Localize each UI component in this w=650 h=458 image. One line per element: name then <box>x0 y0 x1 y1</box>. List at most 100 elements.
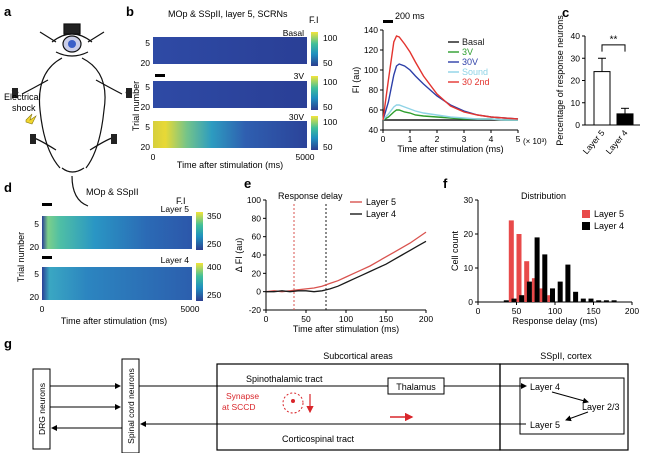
x-axis-label: Time after stimulation (ms) <box>293 324 399 334</box>
layer5-label: Layer 5 <box>530 420 560 430</box>
heatmap-3v-tick-20: 20 <box>141 102 151 112</box>
x-tick-label: 100 <box>339 314 353 324</box>
legend-label-layer-4: Layer 4 <box>594 221 624 231</box>
histogram-bar-layer-5 <box>524 261 530 302</box>
legend-swatch <box>582 210 590 218</box>
bar-layer-4 <box>616 113 634 126</box>
y-tick-label: 0 <box>468 297 473 307</box>
corticospinal-label: Corticospinal tract <box>282 434 355 444</box>
y-tick-label: 30 <box>464 195 474 205</box>
panel-d-title: MOp & SSpII <box>86 187 139 197</box>
x-axis-label: Response delay (ms) <box>512 316 597 326</box>
panel-b: b MOp & SSpII, layer 5, SCRNs F.I Trial … <box>126 4 337 170</box>
heatmap-30v-tick-5: 5 <box>145 122 150 132</box>
heatmap-layer5-label: Layer 5 <box>161 204 190 214</box>
heatmap-3v <box>153 81 307 108</box>
y-tick-label: 40 <box>571 31 581 41</box>
y-axis-label: FI (au) <box>351 67 361 94</box>
panel-letter-d: d <box>4 180 12 195</box>
histogram-bar-layer-5 <box>539 288 545 302</box>
panel-c-bar-chart: 0 10 20 30 40 Percentage of response neurons L… <box>555 15 640 156</box>
legend-label-layer-5: Layer 5 <box>366 197 396 207</box>
colorbar-30v-tick-high: 100 <box>323 117 337 127</box>
heatmap-d-xtick-0: 0 <box>40 304 45 314</box>
bar-layer-5 <box>593 71 611 126</box>
subcortical-label: Subcortical areas <box>323 351 393 361</box>
heatmap-layer4 <box>42 267 192 300</box>
heatmap-basal <box>153 37 307 64</box>
synapse-circle <box>282 392 304 414</box>
heatmap-b-xtick-5000: 5000 <box>296 152 315 162</box>
histogram-bar-layer-4 <box>503 300 509 302</box>
histogram-bar-layer-5 <box>547 295 553 302</box>
stim-marker <box>155 74 165 77</box>
histogram-bar-layer-4 <box>534 237 540 302</box>
histogram-bar-layer-4 <box>573 291 579 302</box>
x-tick-label: 150 <box>379 314 393 324</box>
lightning-icon <box>25 113 37 125</box>
x-tick-label: 50 <box>512 306 522 316</box>
y-tick-label: 20 <box>571 76 581 86</box>
x-tick-label: 0 <box>381 134 386 144</box>
significance-bracket <box>601 44 626 52</box>
spinothalamic-label: Spinothalamic tract <box>246 374 323 384</box>
thalamus-box <box>387 377 445 395</box>
heatmap-30v-label: 30V <box>289 112 304 122</box>
y-tick-label: 10 <box>571 98 581 108</box>
heatmap-d-xtick-5000: 5000 <box>181 304 200 314</box>
significance-label: ** <box>610 35 618 46</box>
heatmap-layer4-tick-5: 5 <box>34 269 39 279</box>
panel-g: g Subcortical areas SSpII, cortex DRG ne… <box>4 336 629 454</box>
y-tick-label: 120 <box>364 45 378 55</box>
stim-marker-d2 <box>42 256 52 259</box>
x-tick-label: 200 <box>419 314 433 324</box>
histogram-bar-layer-5 <box>508 220 514 302</box>
x-tick-label: 2 <box>435 134 440 144</box>
histogram-bar-layer-4 <box>588 298 594 302</box>
shock-label: shock <box>12 103 36 113</box>
panel-letter-g: g <box>4 336 12 351</box>
chart-title: Response delay <box>278 191 343 201</box>
y-tick-label: 10 <box>464 263 474 273</box>
thalamus-label: Thalamus <box>396 382 436 392</box>
histogram-bar-layer-5 <box>531 278 537 302</box>
colorbar-layer4-tick-high: 400 <box>207 262 221 272</box>
histogram-bar-layer-4 <box>603 300 609 302</box>
mouse-illustration <box>11 23 133 207</box>
panel-b-xlabel: Time after stimulation (ms) <box>177 160 283 170</box>
scalebar-label: 200 ms <box>395 11 425 21</box>
panel-letter-b: b <box>126 4 134 19</box>
panel-b-line-chart: 40 60 80 100 120 140 0 1 2 3 4 5 Time after stimulat… <box>351 25 521 154</box>
drg-label: DRG neurons <box>37 383 47 435</box>
colorbar-basal <box>311 32 318 66</box>
y-axis-label: Δ FI (au) <box>234 238 244 273</box>
colorbar-basal-tick-high: 100 <box>323 33 337 43</box>
heatmap-layer5-tick-5: 5 <box>34 219 39 229</box>
heatmap-30v-tick-20: 20 <box>141 142 151 152</box>
x-tick-label: 1 <box>408 134 413 144</box>
series-line-30-2nd <box>382 35 519 121</box>
series-line-3v <box>382 109 518 121</box>
x-tick-label: 150 <box>586 306 600 316</box>
heatmap-b-xtick-0: 0 <box>151 152 156 162</box>
x-tick-label: 5 <box>516 134 521 144</box>
histogram-bar-layer-5 <box>516 234 522 302</box>
colorbar-3v <box>311 76 318 110</box>
colorbar-title-b: F.I <box>309 15 319 25</box>
scalebar <box>383 20 393 23</box>
colorbar-title-d: F.I <box>176 196 186 206</box>
panel-d: d MOp & SSpII F.I Trial number Layer 5 5… <box>4 180 221 326</box>
x-axis-label: Time after stimulation (ms) <box>397 144 503 154</box>
x-tick-label: 4 <box>489 134 494 144</box>
heatmap-3v-label: 3V <box>294 71 305 81</box>
panel-d-xlabel: Time after stimulation (ms) <box>61 316 167 326</box>
y-tick-label: 40 <box>252 250 262 260</box>
legend-label-30v: 30V <box>462 57 478 67</box>
y-axis-label: Percentage of response neurons <box>555 15 565 146</box>
colorbar-basal-tick-low: 50 <box>323 58 333 68</box>
y-tick-label: 20 <box>252 268 262 278</box>
series-line-layer-4 <box>266 240 427 293</box>
colorbar-layer4 <box>196 263 203 301</box>
x-tick-label: 50 <box>301 314 311 324</box>
